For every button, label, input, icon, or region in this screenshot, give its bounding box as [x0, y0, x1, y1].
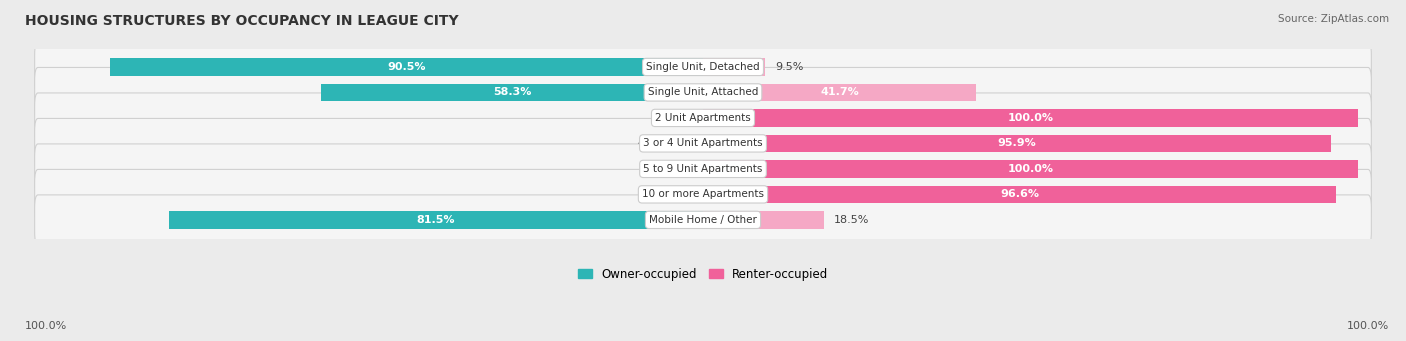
Bar — [703, 186, 1336, 203]
Bar — [703, 160, 1358, 178]
Text: 3 or 4 Unit Apartments: 3 or 4 Unit Apartments — [643, 138, 763, 148]
Bar — [703, 109, 1358, 127]
Bar — [703, 84, 976, 101]
Bar — [703, 211, 824, 228]
Text: 10 or more Apartments: 10 or more Apartments — [643, 189, 763, 199]
FancyBboxPatch shape — [35, 118, 1371, 168]
Text: Source: ZipAtlas.com: Source: ZipAtlas.com — [1278, 14, 1389, 24]
Text: 5 to 9 Unit Apartments: 5 to 9 Unit Apartments — [644, 164, 762, 174]
Text: 100.0%: 100.0% — [25, 321, 67, 331]
Text: 58.3%: 58.3% — [494, 87, 531, 98]
Text: 90.5%: 90.5% — [387, 62, 426, 72]
Text: 96.6%: 96.6% — [1000, 189, 1039, 199]
Text: 100.0%: 100.0% — [1008, 113, 1053, 123]
Text: 9.5%: 9.5% — [775, 62, 803, 72]
Text: 0.0%: 0.0% — [662, 164, 690, 174]
Text: 95.9%: 95.9% — [998, 138, 1036, 148]
Text: Mobile Home / Other: Mobile Home / Other — [650, 215, 756, 225]
FancyBboxPatch shape — [35, 42, 1371, 92]
FancyBboxPatch shape — [35, 195, 1371, 245]
Text: 18.5%: 18.5% — [834, 215, 869, 225]
Text: Single Unit, Detached: Single Unit, Detached — [647, 62, 759, 72]
Bar — [703, 135, 1331, 152]
Legend: Owner-occupied, Renter-occupied: Owner-occupied, Renter-occupied — [578, 268, 828, 281]
Bar — [321, 84, 703, 101]
Text: Single Unit, Attached: Single Unit, Attached — [648, 87, 758, 98]
FancyBboxPatch shape — [35, 68, 1371, 117]
Text: 0.0%: 0.0% — [662, 113, 690, 123]
Bar — [681, 186, 703, 203]
Bar — [675, 135, 703, 152]
Bar — [703, 58, 765, 76]
FancyBboxPatch shape — [35, 93, 1371, 143]
Bar — [110, 58, 703, 76]
Text: 3.4%: 3.4% — [643, 189, 671, 199]
Text: 100.0%: 100.0% — [1008, 164, 1053, 174]
Text: 4.2%: 4.2% — [637, 138, 665, 148]
Text: 2 Unit Apartments: 2 Unit Apartments — [655, 113, 751, 123]
Text: HOUSING STRUCTURES BY OCCUPANCY IN LEAGUE CITY: HOUSING STRUCTURES BY OCCUPANCY IN LEAGU… — [25, 14, 458, 28]
Text: 81.5%: 81.5% — [416, 215, 456, 225]
Text: 41.7%: 41.7% — [820, 87, 859, 98]
FancyBboxPatch shape — [35, 169, 1371, 219]
FancyBboxPatch shape — [35, 144, 1371, 194]
Text: 100.0%: 100.0% — [1347, 321, 1389, 331]
Bar — [169, 211, 703, 228]
